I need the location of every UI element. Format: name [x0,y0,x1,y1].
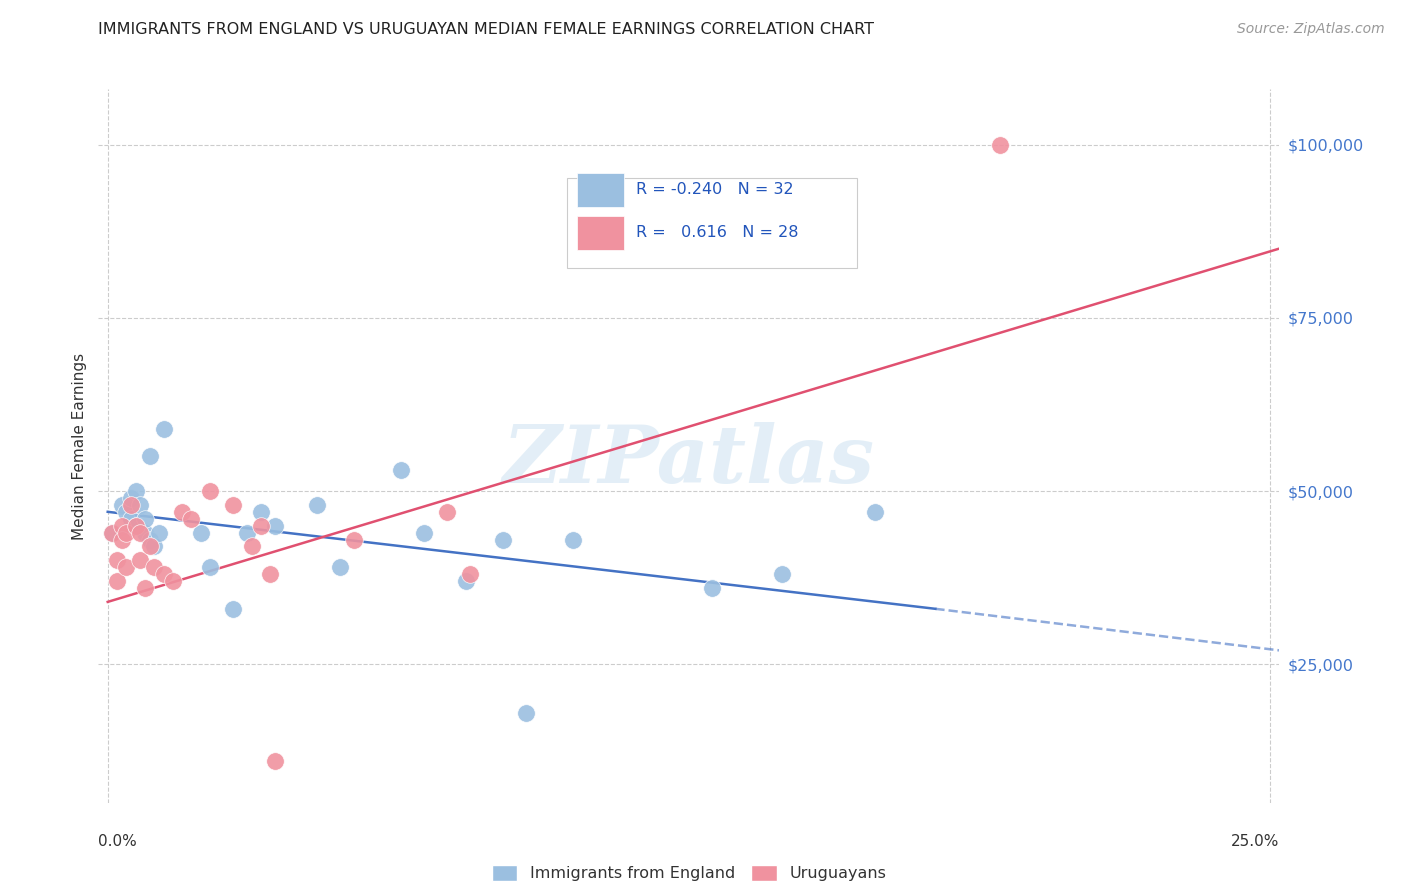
Text: R =   0.616   N = 28: R = 0.616 N = 28 [636,225,799,240]
Point [115,525,138,540]
Point [412,525,434,540]
Point [515,706,537,720]
Point [115,560,138,574]
Text: 0.0%: 0.0% [98,834,138,849]
Point [389,463,412,477]
Point [138,533,160,547]
Point [863,505,886,519]
Point [120,512,142,526]
Point [264,754,287,768]
Point [250,518,273,533]
Point [770,567,793,582]
Point [134,525,156,540]
FancyBboxPatch shape [576,216,624,250]
Point [152,422,174,436]
Text: R = -0.240   N = 32: R = -0.240 N = 32 [636,182,793,197]
Text: Source: ZipAtlas.com: Source: ZipAtlas.com [1237,22,1385,37]
Point [436,505,458,519]
FancyBboxPatch shape [567,178,856,268]
Point [111,518,134,533]
Point [101,525,124,540]
Point [120,491,142,505]
Point [115,505,138,519]
Point [222,602,245,616]
Point [222,498,245,512]
Point [124,518,146,533]
Point [129,525,152,540]
Point [148,525,170,540]
Point [124,518,146,533]
Point [250,505,273,519]
Point [454,574,477,588]
Point [162,574,184,588]
Text: IMMIGRANTS FROM ENGLAND VS URUGUAYAN MEDIAN FEMALE EARNINGS CORRELATION CHART: IMMIGRANTS FROM ENGLAND VS URUGUAYAN MED… [98,22,875,37]
Point [111,533,134,547]
Point [134,512,156,526]
Point [129,553,152,567]
FancyBboxPatch shape [576,173,624,207]
Point [172,505,194,519]
Point [105,553,128,567]
Point [120,498,142,512]
Point [198,483,221,498]
Point [134,581,156,595]
Point [138,540,160,554]
Point [190,525,212,540]
Point [561,533,583,547]
Point [152,567,174,582]
Point [702,581,724,595]
Point [101,525,124,540]
Point [198,560,221,574]
Point [143,560,166,574]
Point [143,540,166,554]
Point [236,525,259,540]
Point [129,498,152,512]
Point [329,560,352,574]
Point [460,567,482,582]
Point [343,533,366,547]
Point [240,540,263,554]
Y-axis label: Median Female Earnings: Median Female Earnings [72,352,87,540]
Point [492,533,515,547]
Point [111,498,134,512]
Point [259,567,281,582]
Point [138,450,160,464]
Point [180,512,202,526]
Point [124,483,146,498]
Point [990,137,1012,152]
Legend: Immigrants from England, Uruguayans: Immigrants from England, Uruguayans [485,858,893,888]
Point [105,574,128,588]
Text: ZIPatlas: ZIPatlas [503,422,875,499]
Text: 25.0%: 25.0% [1232,834,1279,849]
Point [264,518,287,533]
Point [305,498,328,512]
